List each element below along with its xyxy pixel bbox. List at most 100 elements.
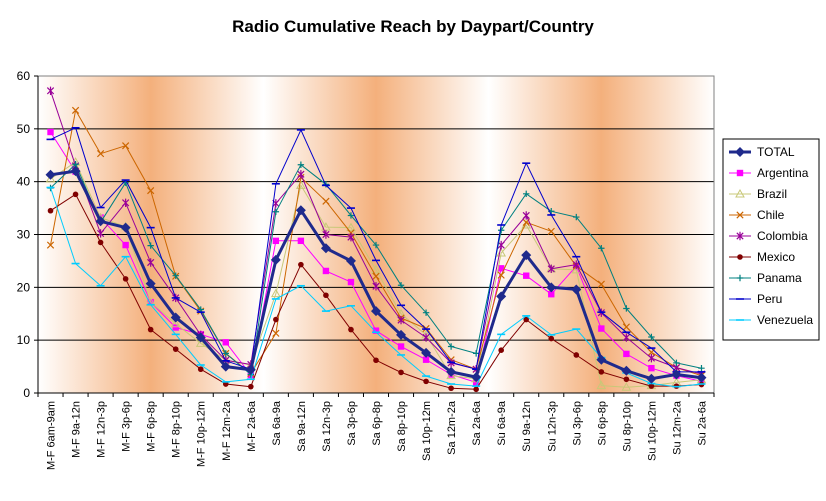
data-point (347, 278, 355, 286)
data-point (497, 227, 505, 234)
data-point (372, 327, 380, 334)
legend-label: Venezuela (757, 313, 813, 327)
data-point (473, 386, 479, 393)
data-point (172, 272, 179, 279)
data-point (147, 326, 154, 333)
data-point (496, 247, 507, 257)
data-point (322, 197, 330, 205)
data-point (222, 339, 229, 346)
data-point (472, 350, 480, 357)
data-point (596, 380, 607, 390)
data-point (270, 254, 281, 265)
data-point (270, 288, 281, 298)
data-point (297, 161, 305, 168)
data-point (348, 326, 354, 333)
data-point (373, 357, 379, 364)
legend-label: Argentina (757, 166, 809, 180)
x-tick-label: Sa 2a-6a (471, 400, 483, 446)
x-tick-label: Sa 6a-9a (271, 400, 283, 446)
data-point (736, 274, 744, 282)
y-tick-label: 20 (17, 280, 31, 294)
data-point (623, 376, 630, 383)
data-point (548, 291, 555, 298)
x-tick-label: Sa 6p-8p (371, 401, 383, 446)
data-point (222, 350, 229, 357)
data-point (646, 373, 657, 384)
data-point (422, 333, 430, 342)
data-point (448, 385, 454, 392)
data-point (122, 241, 129, 249)
legend-label: TOTAL (757, 145, 795, 159)
data-point (446, 366, 457, 377)
data-point (96, 229, 105, 238)
data-point (736, 211, 744, 219)
x-tick-label: Sa 12n-3p (321, 401, 333, 452)
data-point (598, 369, 605, 375)
series-group (45, 86, 707, 393)
data-point (496, 291, 507, 302)
x-tick-label: M-F 8p-10p (171, 401, 183, 458)
data-point (122, 198, 130, 207)
data-point (521, 250, 532, 261)
data-point (45, 169, 56, 180)
x-tick-label: Su 9a-12n (521, 401, 533, 452)
data-point (372, 272, 380, 280)
legend-item: Mexico (729, 250, 795, 264)
data-point (372, 241, 380, 249)
data-point (72, 191, 79, 198)
data-point (371, 306, 381, 317)
x-tick-label: M-F 3p-6p (121, 401, 133, 452)
data-point (735, 147, 745, 157)
data-point (596, 354, 607, 365)
data-point (472, 379, 480, 386)
legend: TOTAL Argentina Brazil Chile Colombia Mexico P… (722, 138, 820, 341)
data-point (172, 346, 179, 352)
data-point (248, 383, 254, 390)
data-point (696, 372, 707, 383)
data-point (548, 335, 555, 342)
data-point (147, 242, 154, 249)
data-point (122, 276, 129, 282)
data-point (498, 347, 504, 354)
x-tick-label: M-F 6am-9am (46, 401, 58, 470)
data-point (46, 241, 55, 249)
data-point (471, 372, 482, 383)
data-point (97, 239, 104, 246)
data-point (70, 166, 81, 177)
data-point (647, 353, 656, 363)
data-point (497, 271, 505, 279)
data-point (347, 232, 355, 242)
chart-title: Radio Cumulative Reach by Daypart/Countr… (232, 17, 594, 36)
legend-item: Colombia (729, 229, 808, 243)
x-tick-label: Su 12n-3p (546, 401, 558, 452)
data-point (322, 230, 330, 239)
data-point (96, 150, 105, 158)
data-point (623, 350, 630, 358)
data-point (320, 243, 331, 254)
x-tick-label: Su 6p-8p (596, 401, 608, 446)
x-tick-label: Su 10p-12m (646, 401, 658, 461)
x-tick-label: M-F 6p-8p (146, 401, 158, 452)
x-tick-label: M-F 10p-12m (196, 401, 208, 467)
data-point (673, 359, 680, 367)
data-point (297, 170, 305, 179)
data-point (523, 190, 530, 198)
x-tick-label: Su 6a-9a (496, 400, 508, 446)
legend-label: Peru (757, 292, 782, 306)
legend-item: Panama (729, 271, 802, 285)
x-tick-label: Sa 8p-10p (396, 401, 408, 452)
data-point (597, 280, 605, 288)
axes: 0 10 20 30 40 50 60 M-F 6am-9am M-F 9a-12n M-F 12… (17, 69, 715, 470)
data-point (195, 332, 206, 343)
data-point (371, 264, 381, 274)
data-point (698, 364, 705, 372)
data-point (736, 169, 744, 177)
legend-item: Venezuela (729, 313, 813, 327)
data-point (396, 329, 407, 340)
legend-item: Peru (729, 292, 782, 306)
data-point (397, 343, 405, 350)
series-line (50, 161, 702, 388)
data-point (170, 318, 181, 328)
x-tick-label: Su 3p-6p (571, 401, 583, 446)
data-point (398, 369, 404, 376)
